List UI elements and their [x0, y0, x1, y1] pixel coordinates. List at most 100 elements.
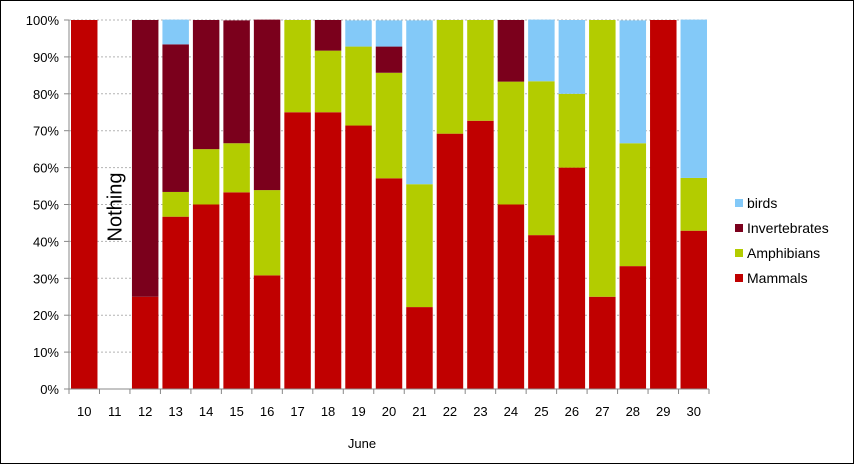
annotation-nothing: Nothing — [105, 173, 127, 242]
bar-birds-26 — [558, 20, 586, 94]
x-tick-label: 30 — [687, 404, 701, 419]
x-tick-label: 22 — [443, 404, 457, 419]
bar-invertebrates-12 — [131, 20, 159, 297]
bar-mammals-18 — [314, 112, 342, 389]
y-tick-label: 0% — [40, 382, 59, 397]
bar-invertebrates-16 — [253, 19, 281, 191]
bar-birds-19 — [345, 20, 372, 47]
bar-birds-25 — [528, 19, 555, 82]
bar-mammals-20 — [375, 178, 403, 389]
bar-amphibians-27 — [589, 20, 616, 297]
x-tick-label: 16 — [260, 404, 274, 419]
bar-amphibians-26 — [558, 93, 586, 168]
bar-amphibians-18 — [314, 50, 342, 113]
bar-mammals-21 — [406, 307, 433, 389]
bar-mammals-12 — [131, 296, 159, 389]
legend-label-amphibians: Amphibians — [747, 245, 820, 261]
bar-mammals-17 — [284, 112, 311, 389]
y-axis-ticks: 0% 10% 20% 30% 40% 50% 60% 70% 80% 90% 100% — [26, 13, 69, 397]
bar-amphibians-24 — [497, 81, 525, 205]
x-tick-label: 26 — [565, 404, 579, 419]
bar-mammals-10 — [71, 20, 98, 389]
legend-swatch-birds — [735, 199, 743, 207]
bar-amphibians-19 — [345, 46, 372, 126]
bar-birds-28 — [619, 20, 647, 144]
bar-amphibians-21 — [406, 184, 433, 308]
x-tick-label: 25 — [534, 404, 548, 419]
x-tick-label: 12 — [138, 404, 152, 419]
x-tick-label: 29 — [656, 404, 670, 419]
bar-amphibians-16 — [253, 190, 281, 276]
y-tick-label: 100% — [26, 13, 60, 28]
bar-invertebrates-18 — [314, 20, 342, 51]
bar-amphibians-15 — [223, 143, 250, 193]
x-tick-label: 28 — [626, 404, 640, 419]
x-tick-label: 20 — [382, 404, 396, 419]
bar-amphibians-28 — [619, 143, 647, 267]
y-tick-label: 20% — [33, 308, 59, 323]
legend-label-invertebrates: Invertebrates — [747, 220, 829, 236]
bar-area — [71, 19, 707, 389]
legend-label-birds: birds — [747, 195, 777, 211]
legend-swatch-amphibians — [735, 249, 743, 257]
bar-invertebrates-20 — [375, 46, 403, 73]
bar-mammals-22 — [436, 133, 464, 389]
bar-invertebrates-24 — [497, 20, 525, 82]
x-tick-label: 10 — [77, 404, 91, 419]
x-axis-ticks: 10 11 12 13 14 15 16 17 18 19 20 21 22 23 24 25 26 27 28 29… — [68, 389, 710, 419]
bar-amphibians-20 — [375, 72, 403, 179]
legend-label-mammals: Mammals — [747, 270, 808, 286]
bar-amphibians-25 — [528, 81, 555, 236]
x-tick-label: 24 — [504, 404, 518, 419]
bar-amphibians-17 — [284, 20, 311, 113]
bar-mammals-13 — [162, 216, 189, 389]
x-tick-label: 11 — [108, 404, 122, 419]
x-tick-label: 15 — [229, 404, 243, 419]
y-tick-label: 70% — [33, 124, 59, 139]
legend-swatch-invertebrates — [735, 224, 743, 232]
y-tick-label: 10% — [33, 345, 59, 360]
bar-mammals-26 — [558, 167, 586, 389]
bar-amphibians-14 — [192, 149, 220, 205]
x-tick-label: 17 — [290, 404, 304, 419]
bar-mammals-28 — [619, 266, 647, 389]
bar-birds-30 — [680, 19, 707, 178]
x-axis-label: June — [348, 436, 376, 451]
bar-mammals-23 — [467, 120, 494, 389]
x-tick-label: 13 — [168, 404, 182, 419]
bar-mammals-14 — [192, 204, 220, 389]
bar-mammals-27 — [589, 296, 616, 389]
bar-birds-13 — [162, 19, 189, 45]
x-tick-label: 23 — [473, 404, 487, 419]
y-tick-label: 90% — [33, 50, 59, 65]
x-tick-label: 27 — [595, 404, 609, 419]
bar-mammals-16 — [253, 275, 281, 389]
bar-amphibians-30 — [680, 177, 707, 231]
y-tick-label: 80% — [33, 87, 59, 102]
x-tick-label: 14 — [199, 404, 213, 419]
y-tick-label: 40% — [33, 234, 59, 249]
y-tick-label: 30% — [33, 271, 59, 286]
legend-swatch-mammals — [735, 274, 743, 282]
x-tick-label: 18 — [321, 404, 335, 419]
x-tick-label: 19 — [351, 404, 365, 419]
y-tick-label: 50% — [33, 198, 59, 213]
bar-mammals-30 — [680, 230, 707, 389]
x-tick-label: 21 — [412, 404, 426, 419]
bar-birds-20 — [375, 20, 403, 47]
bar-birds-21 — [406, 20, 433, 185]
bar-mammals-15 — [223, 192, 250, 389]
bar-invertebrates-14 — [192, 20, 220, 150]
bar-amphibians-13 — [162, 191, 189, 217]
bar-amphibians-23 — [467, 20, 494, 121]
bar-mammals-19 — [345, 125, 372, 389]
legend: birds Invertebrates Amphibians Mammals — [735, 195, 829, 286]
y-tick-label: 60% — [33, 161, 59, 176]
bar-invertebrates-13 — [162, 44, 189, 192]
bar-amphibians-22 — [436, 20, 464, 134]
bar-mammals-25 — [528, 235, 555, 389]
bar-mammals-29 — [650, 20, 677, 389]
bar-invertebrates-15 — [223, 20, 250, 144]
